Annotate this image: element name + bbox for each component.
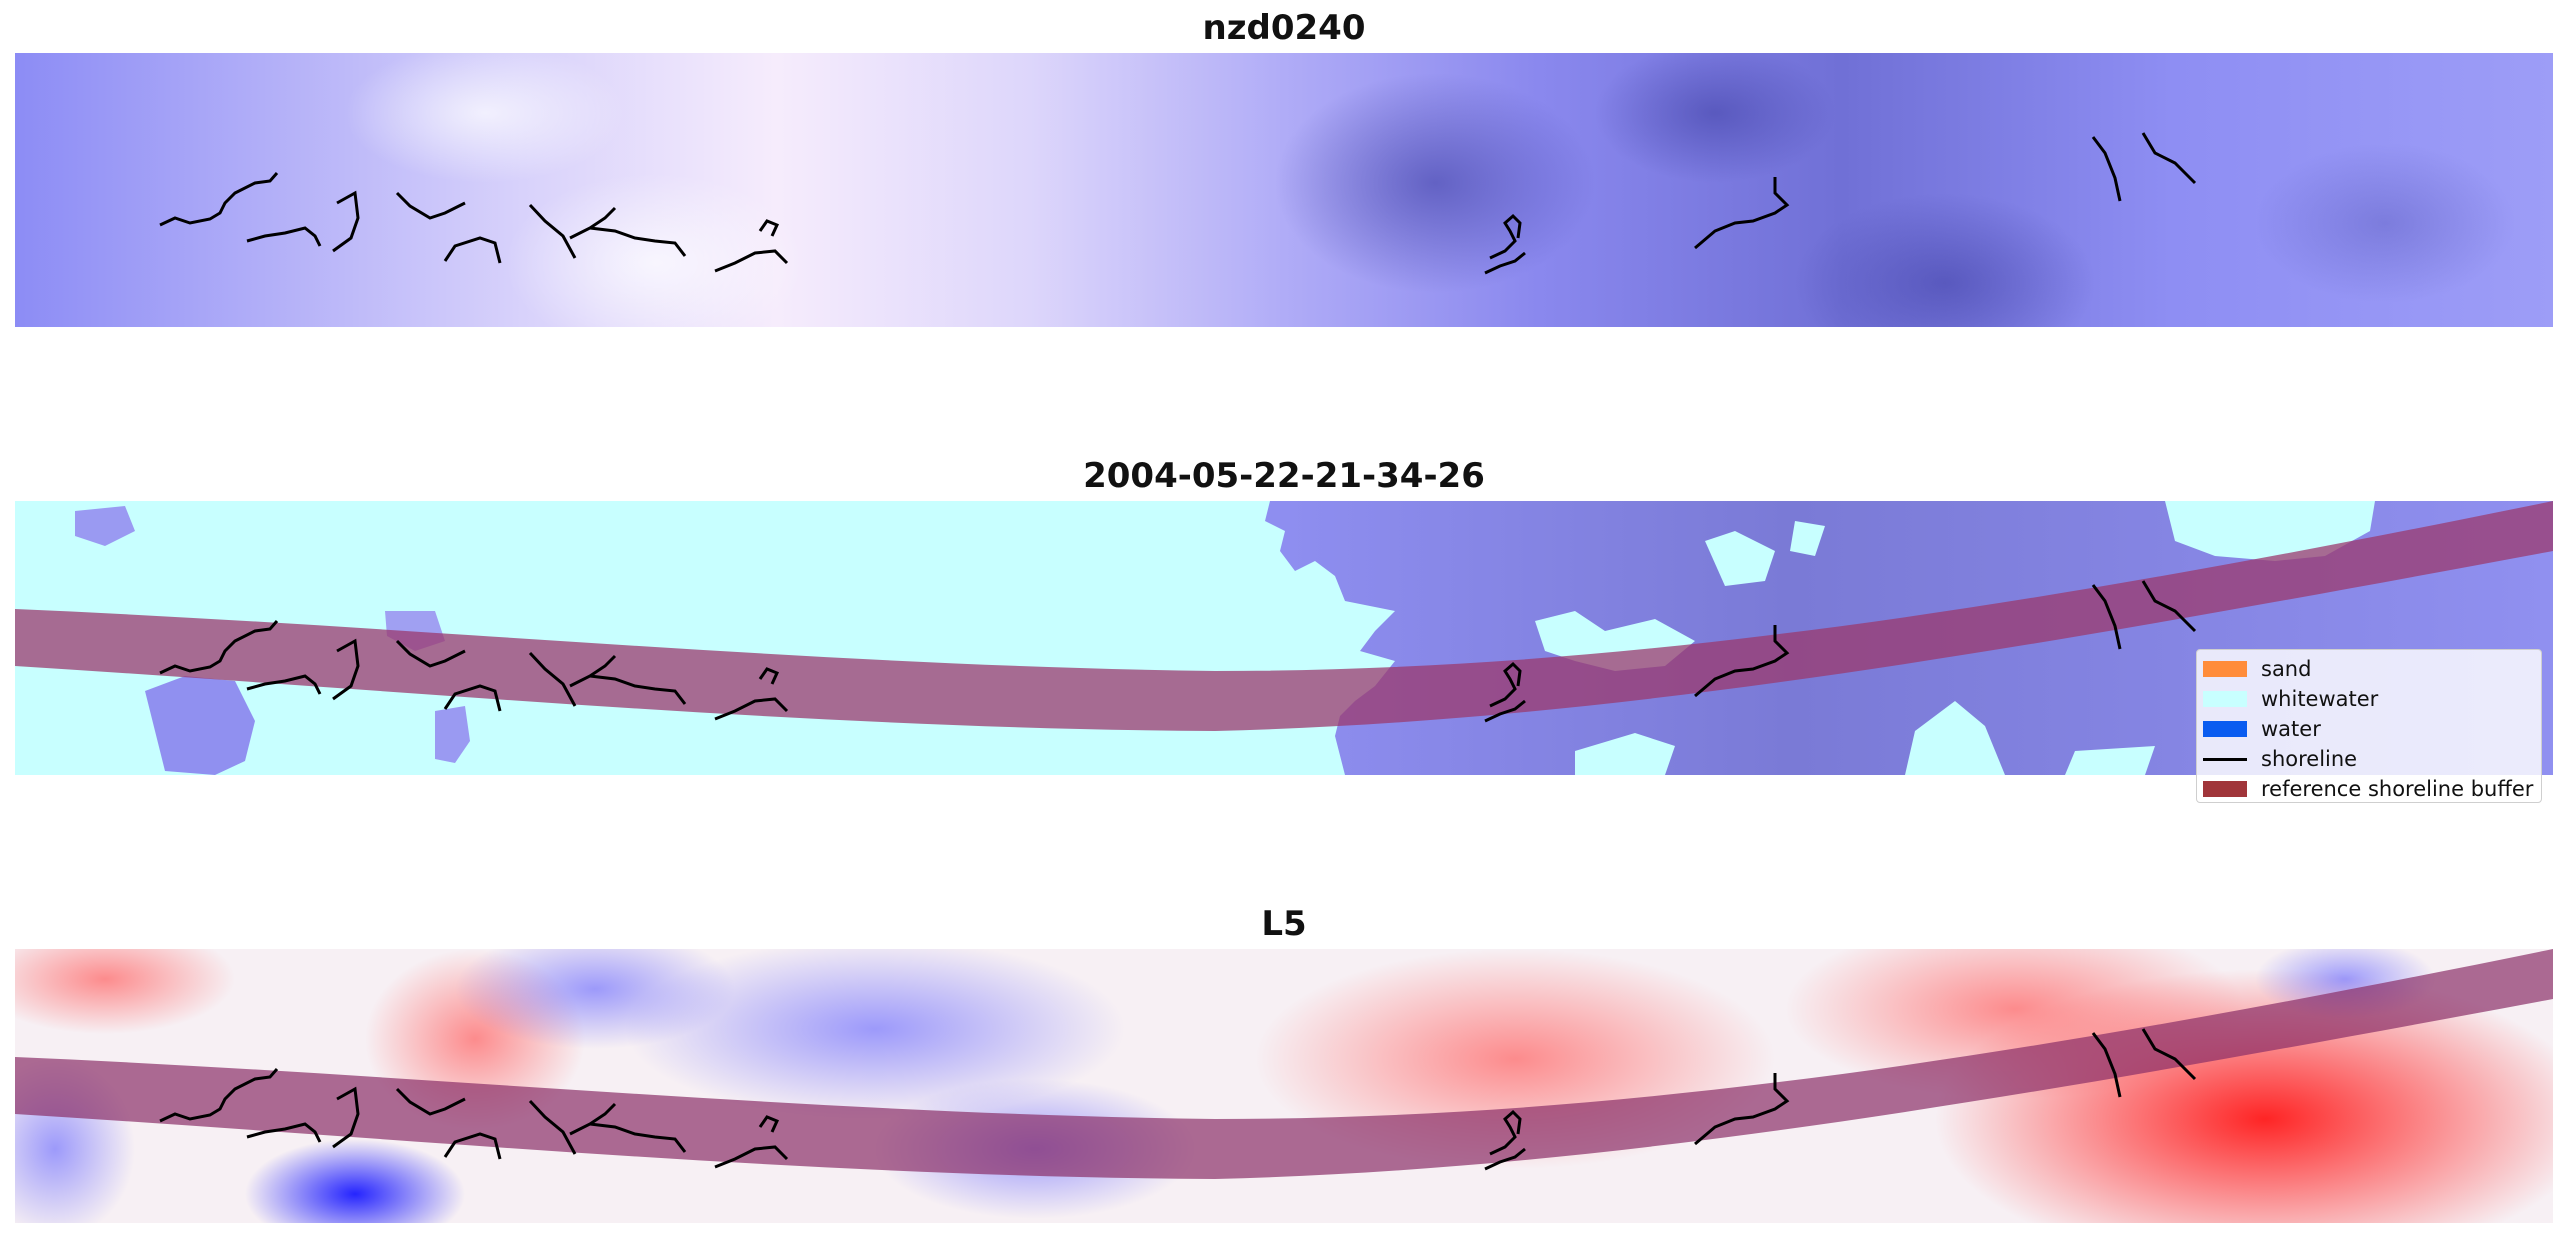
blue-gradient-image: [15, 53, 2553, 327]
legend-item-buffer: reference shoreline buffer: [2203, 774, 2541, 804]
classification-image: [15, 501, 2553, 775]
legend: sand whitewater water shoreline referenc…: [2196, 649, 2542, 803]
reference-shoreline-buffer: [15, 501, 2553, 731]
panel-title-2: 2004-05-22-21-34-26: [1083, 456, 1485, 496]
whitewater-swatch: [2203, 691, 2247, 707]
image-panel-nzd0240: [15, 53, 2553, 327]
shoreline-lines: [159, 132, 2197, 275]
legend-label-sand: sand: [2261, 657, 2312, 681]
legend-label-whitewater: whitewater: [2261, 687, 2379, 711]
legend-label-shoreline: shoreline: [2261, 747, 2358, 771]
legend-item-shoreline: shoreline: [2203, 744, 2541, 774]
legend-label-buffer: reference shoreline buffer: [2261, 777, 2534, 801]
red-blue-image: [15, 949, 2553, 1223]
legend-item-whitewater: whitewater: [2203, 684, 2541, 714]
buffer-swatch: [2203, 781, 2247, 797]
shoreline-line-swatch: [2203, 757, 2247, 761]
legend-label-water: water: [2261, 717, 2321, 741]
image-panel-classification: [15, 501, 2553, 775]
shoreline-lines: [159, 1028, 2197, 1171]
shoreline-lines: [159, 580, 2197, 723]
sand-swatch: [2203, 661, 2247, 677]
water-swatch: [2203, 721, 2247, 737]
legend-item-sand: sand: [2203, 654, 2541, 684]
panel-title-1: nzd0240: [1202, 8, 1366, 48]
image-panel-l5: [15, 949, 2553, 1223]
panel-title-3: L5: [1261, 904, 1307, 944]
legend-item-water: water: [2203, 714, 2541, 744]
reference-shoreline-buffer: [15, 949, 2553, 1179]
